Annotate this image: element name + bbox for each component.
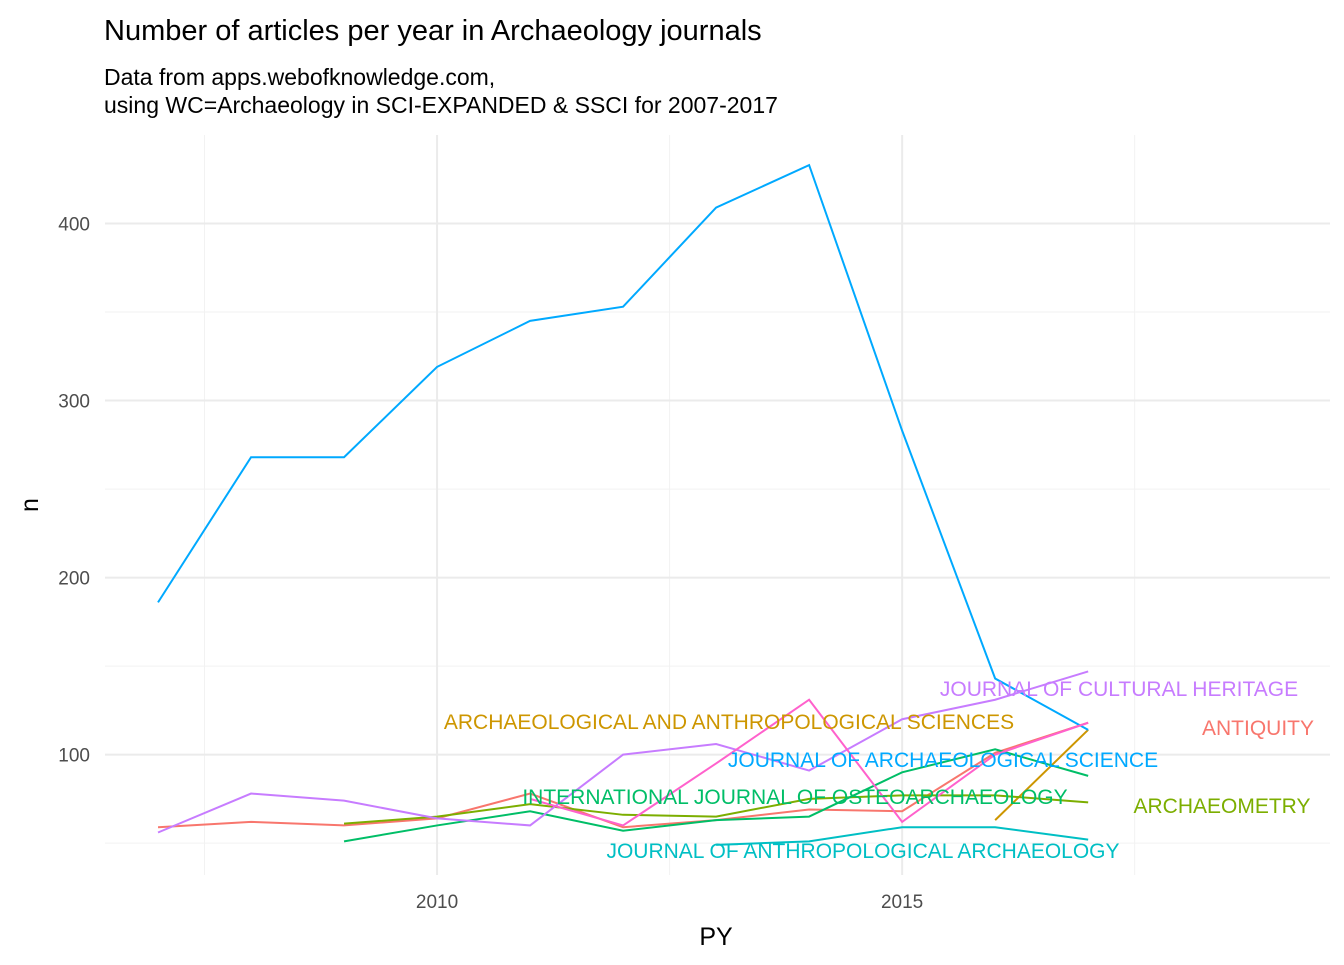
series-label: ANTIQUITY xyxy=(1202,717,1314,740)
series-label: ARCHAEOLOGICAL AND ANTHROPOLOGICAL SCIEN… xyxy=(444,711,1014,734)
x-tick-label: 2015 xyxy=(881,892,923,913)
series-label: JOURNAL OF CULTURAL HERITAGE xyxy=(940,678,1298,701)
chart-title: Number of articles per year in Archaeolo… xyxy=(104,15,762,47)
series-label: JOURNAL OF ARCHAEOLOGICAL SCIENCE xyxy=(728,749,1158,772)
x-axis-label: PY xyxy=(699,923,733,951)
series-line xyxy=(343,794,1089,825)
y-tick-label: 400 xyxy=(58,215,90,236)
y-axis-label: n xyxy=(16,498,44,512)
series-line xyxy=(716,826,1089,846)
series-line xyxy=(157,721,1089,829)
series-label: ARCHAEOMETRY xyxy=(1134,795,1311,818)
series-line xyxy=(157,670,1089,834)
y-tick-label: 200 xyxy=(58,569,90,590)
x-tick-label: 2010 xyxy=(416,892,458,913)
series-line xyxy=(157,163,1089,731)
chart-subtitle: Data from apps.webofknowledge.com, xyxy=(104,64,495,90)
series-label: INTERNATIONAL JOURNAL OF OSTEOARCHAEOLOG… xyxy=(522,786,1067,809)
series-line xyxy=(994,729,1089,821)
y-tick-label: 100 xyxy=(58,746,90,767)
series-label: JOURNAL OF ANTHROPOLOGICAL ARCHAEOLOGY xyxy=(606,840,1119,863)
chart-subtitle: using WC=Archaeology in SCI-EXPANDED & S… xyxy=(104,92,778,118)
series-line xyxy=(529,698,1089,827)
y-tick-label: 300 xyxy=(58,392,90,413)
